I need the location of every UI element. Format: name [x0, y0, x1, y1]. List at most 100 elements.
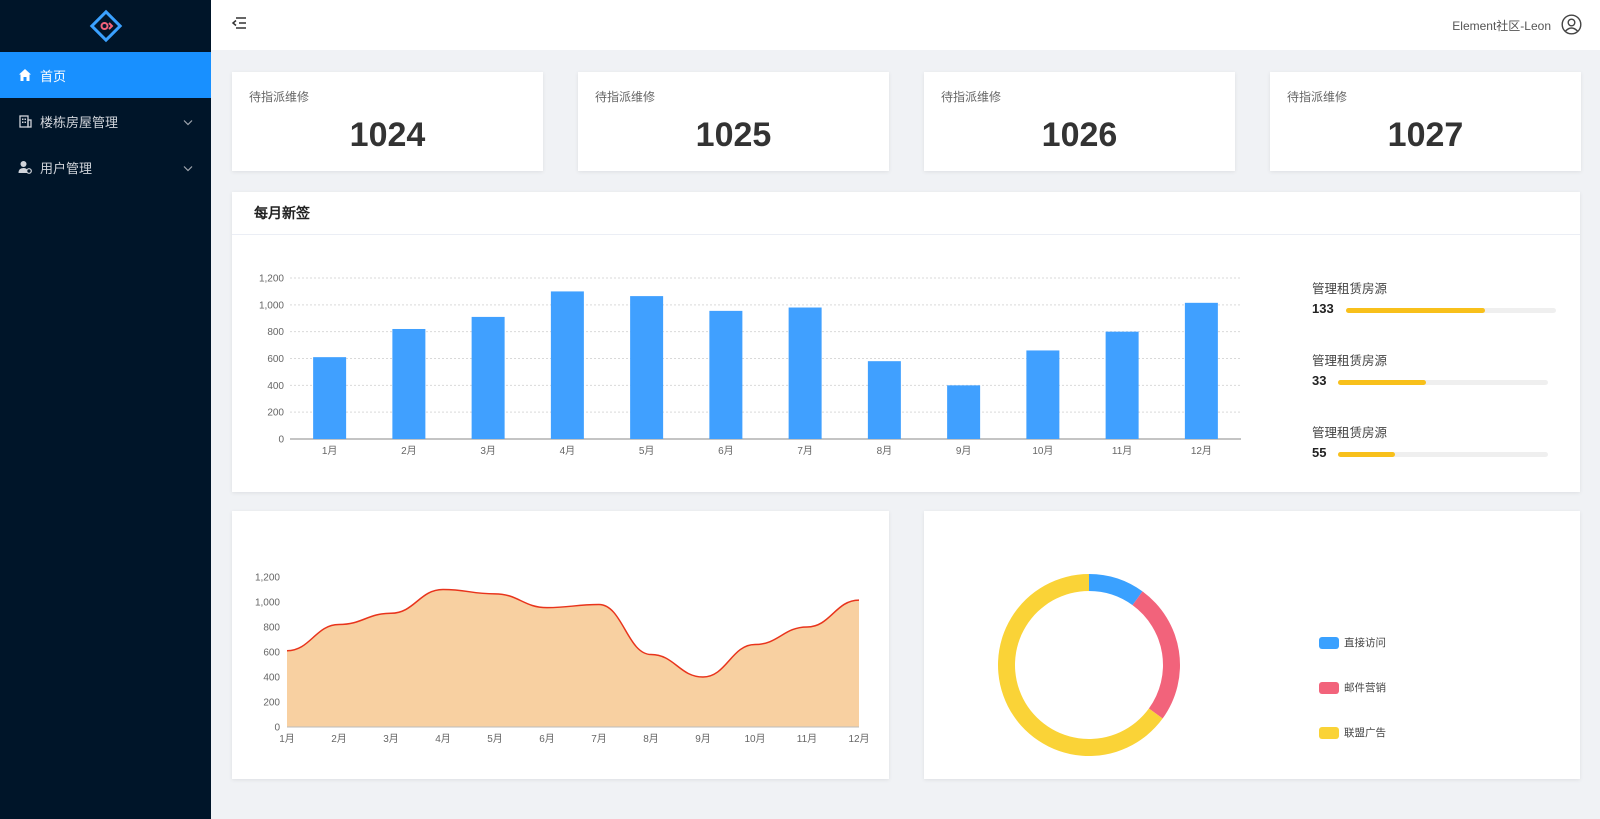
- progress-bar: [1338, 380, 1548, 385]
- bar: [867, 361, 901, 439]
- legend-item[interactable]: 邮件营销: [1319, 680, 1386, 695]
- area-fill: [287, 589, 859, 727]
- x-tick-label: 8月: [877, 445, 893, 457]
- stat-label: 待指派维修: [1287, 90, 1348, 104]
- stat-value: 1026: [1041, 116, 1118, 154]
- sidebar-item-label: 首页: [40, 68, 67, 84]
- legend-swatch: [1319, 726, 1339, 739]
- legend-swatch: [1319, 681, 1339, 694]
- x-tick-label: 4月: [435, 733, 451, 745]
- x-tick-label: 4月: [560, 445, 576, 457]
- x-tick-label: 12月: [1191, 445, 1212, 457]
- x-tick-label: 10月: [744, 733, 765, 745]
- donut-slice: [1132, 591, 1180, 719]
- sidebar-item-label: 楼栋房屋管理: [40, 114, 119, 130]
- bar: [788, 307, 822, 439]
- progress-bar: [1346, 308, 1556, 313]
- area-line: [286, 588, 860, 678]
- bar: [392, 328, 426, 439]
- progress-value: 33: [1312, 373, 1327, 388]
- chevron-down-icon: [183, 160, 193, 175]
- y-tick-label: 800: [263, 623, 280, 634]
- bar: [1026, 350, 1060, 439]
- bar: [313, 357, 347, 439]
- legend-swatch: [1319, 636, 1339, 649]
- y-tick-label: 1,200: [255, 573, 280, 584]
- stat-card: 待指派维修 1027: [1270, 72, 1581, 171]
- progress-fill: [1346, 308, 1485, 313]
- x-tick-label: 3月: [480, 445, 496, 457]
- menu-fold-icon[interactable]: [231, 15, 247, 36]
- x-tick-label: 11月: [797, 733, 817, 745]
- x-tick-label: 9月: [695, 733, 711, 745]
- bar: [1184, 302, 1218, 439]
- progress-bar: [1338, 452, 1548, 457]
- stat-label: 待指派维修: [249, 90, 310, 104]
- x-tick-label: 9月: [956, 445, 972, 457]
- legend-label: 联盟广告: [1344, 727, 1386, 739]
- x-tick-label: 7月: [797, 445, 813, 457]
- x-tick-label: 1月: [279, 733, 295, 745]
- monthly-signing-card: 每月新签 0 200 400 600 800 1,000 1,200 1月 2月 3月 4月 5月 6月…: [232, 192, 1580, 492]
- y-tick-label: 200: [267, 408, 284, 419]
- bar: [1105, 331, 1139, 439]
- y-tick-label: 1,000: [255, 598, 280, 609]
- x-tick-label: 8月: [643, 733, 659, 745]
- y-tick-label: 800: [267, 327, 284, 338]
- user-name[interactable]: Element社区-Leon: [1452, 19, 1551, 33]
- progress-fill: [1338, 452, 1395, 457]
- y-tick-label: 0: [274, 723, 280, 734]
- x-tick-label: 3月: [383, 733, 399, 745]
- bar: [709, 310, 743, 439]
- progress-label: 管理租赁房源: [1312, 282, 1388, 296]
- sidebar-item-home[interactable]: 首页: [0, 52, 211, 98]
- bar: [471, 316, 505, 439]
- stat-label: 待指派维修: [941, 90, 1002, 104]
- area-chart-card: 0 200 400 600 800 1,000 1,200 1月 2月 3月 4月 5月 6月 7月 8月 9…: [232, 511, 889, 779]
- x-tick-label: 2月: [401, 445, 417, 457]
- card-title: 每月新签: [232, 192, 1580, 235]
- y-tick-label: 600: [267, 354, 284, 365]
- x-tick-label: 7月: [591, 733, 607, 745]
- home-icon: [18, 68, 32, 82]
- x-tick-label: 12月: [848, 733, 869, 745]
- y-tick-label: 600: [263, 648, 280, 659]
- x-tick-label: 5月: [639, 445, 655, 457]
- bar-chart: 0 200 400 600 800 1,000 1,200 1月 2月 3月 4月 5月 6月 7月 8月 9…: [259, 274, 1241, 457]
- y-tick-label: 400: [263, 673, 280, 684]
- x-tick-label: 10月: [1032, 445, 1053, 457]
- progress-label: 管理租赁房源: [1312, 354, 1388, 368]
- progress-value: 133: [1312, 301, 1334, 316]
- legend-item[interactable]: 直接访问: [1319, 635, 1386, 650]
- donut-slice: [1089, 574, 1143, 606]
- legend-label: 邮件营销: [1344, 682, 1386, 694]
- area-chart: 0 200 400 600 800 1,000 1,200 1月 2月 3月 4月 5月 6月 7月 8月 9…: [255, 573, 870, 746]
- top-header: Element社区-Leon: [211, 0, 1600, 50]
- legend-item[interactable]: 联盟广告: [1319, 725, 1386, 740]
- x-tick-label: 11月: [1112, 445, 1132, 457]
- x-tick-label: 1月: [322, 445, 338, 457]
- sidebar-item-users[interactable]: 用户管理: [0, 144, 211, 190]
- stat-card: 待指派维修 1025: [578, 72, 889, 171]
- diamond-logo-icon: [89, 9, 122, 43]
- progress-item: 管理租赁房源 133: [1312, 278, 1562, 319]
- building-icon: [18, 114, 32, 128]
- y-tick-label: 1,200: [259, 274, 284, 285]
- user-circle-icon[interactable]: [1561, 14, 1582, 40]
- donut-chart: [998, 574, 1180, 756]
- bar: [550, 291, 584, 439]
- pie-chart-card: 直接访问 邮件营销 联盟广告: [924, 511, 1580, 779]
- bar: [947, 385, 981, 439]
- sidebar-item-label: 用户管理: [40, 160, 93, 176]
- chevron-down-icon: [183, 114, 193, 129]
- sidebar-item-building[interactable]: 楼栋房屋管理: [0, 98, 211, 144]
- stat-card: 待指派维修 1026: [924, 72, 1235, 171]
- progress-item: 管理租赁房源 33: [1312, 350, 1562, 391]
- stat-value: 1025: [695, 116, 772, 154]
- stat-label: 待指派维修: [595, 90, 656, 104]
- x-tick-label: 6月: [718, 445, 734, 457]
- logo[interactable]: [0, 0, 211, 52]
- progress-item: 管理租赁房源 55: [1312, 422, 1562, 463]
- y-tick-label: 0: [278, 435, 284, 446]
- x-tick-label: 6月: [539, 733, 555, 745]
